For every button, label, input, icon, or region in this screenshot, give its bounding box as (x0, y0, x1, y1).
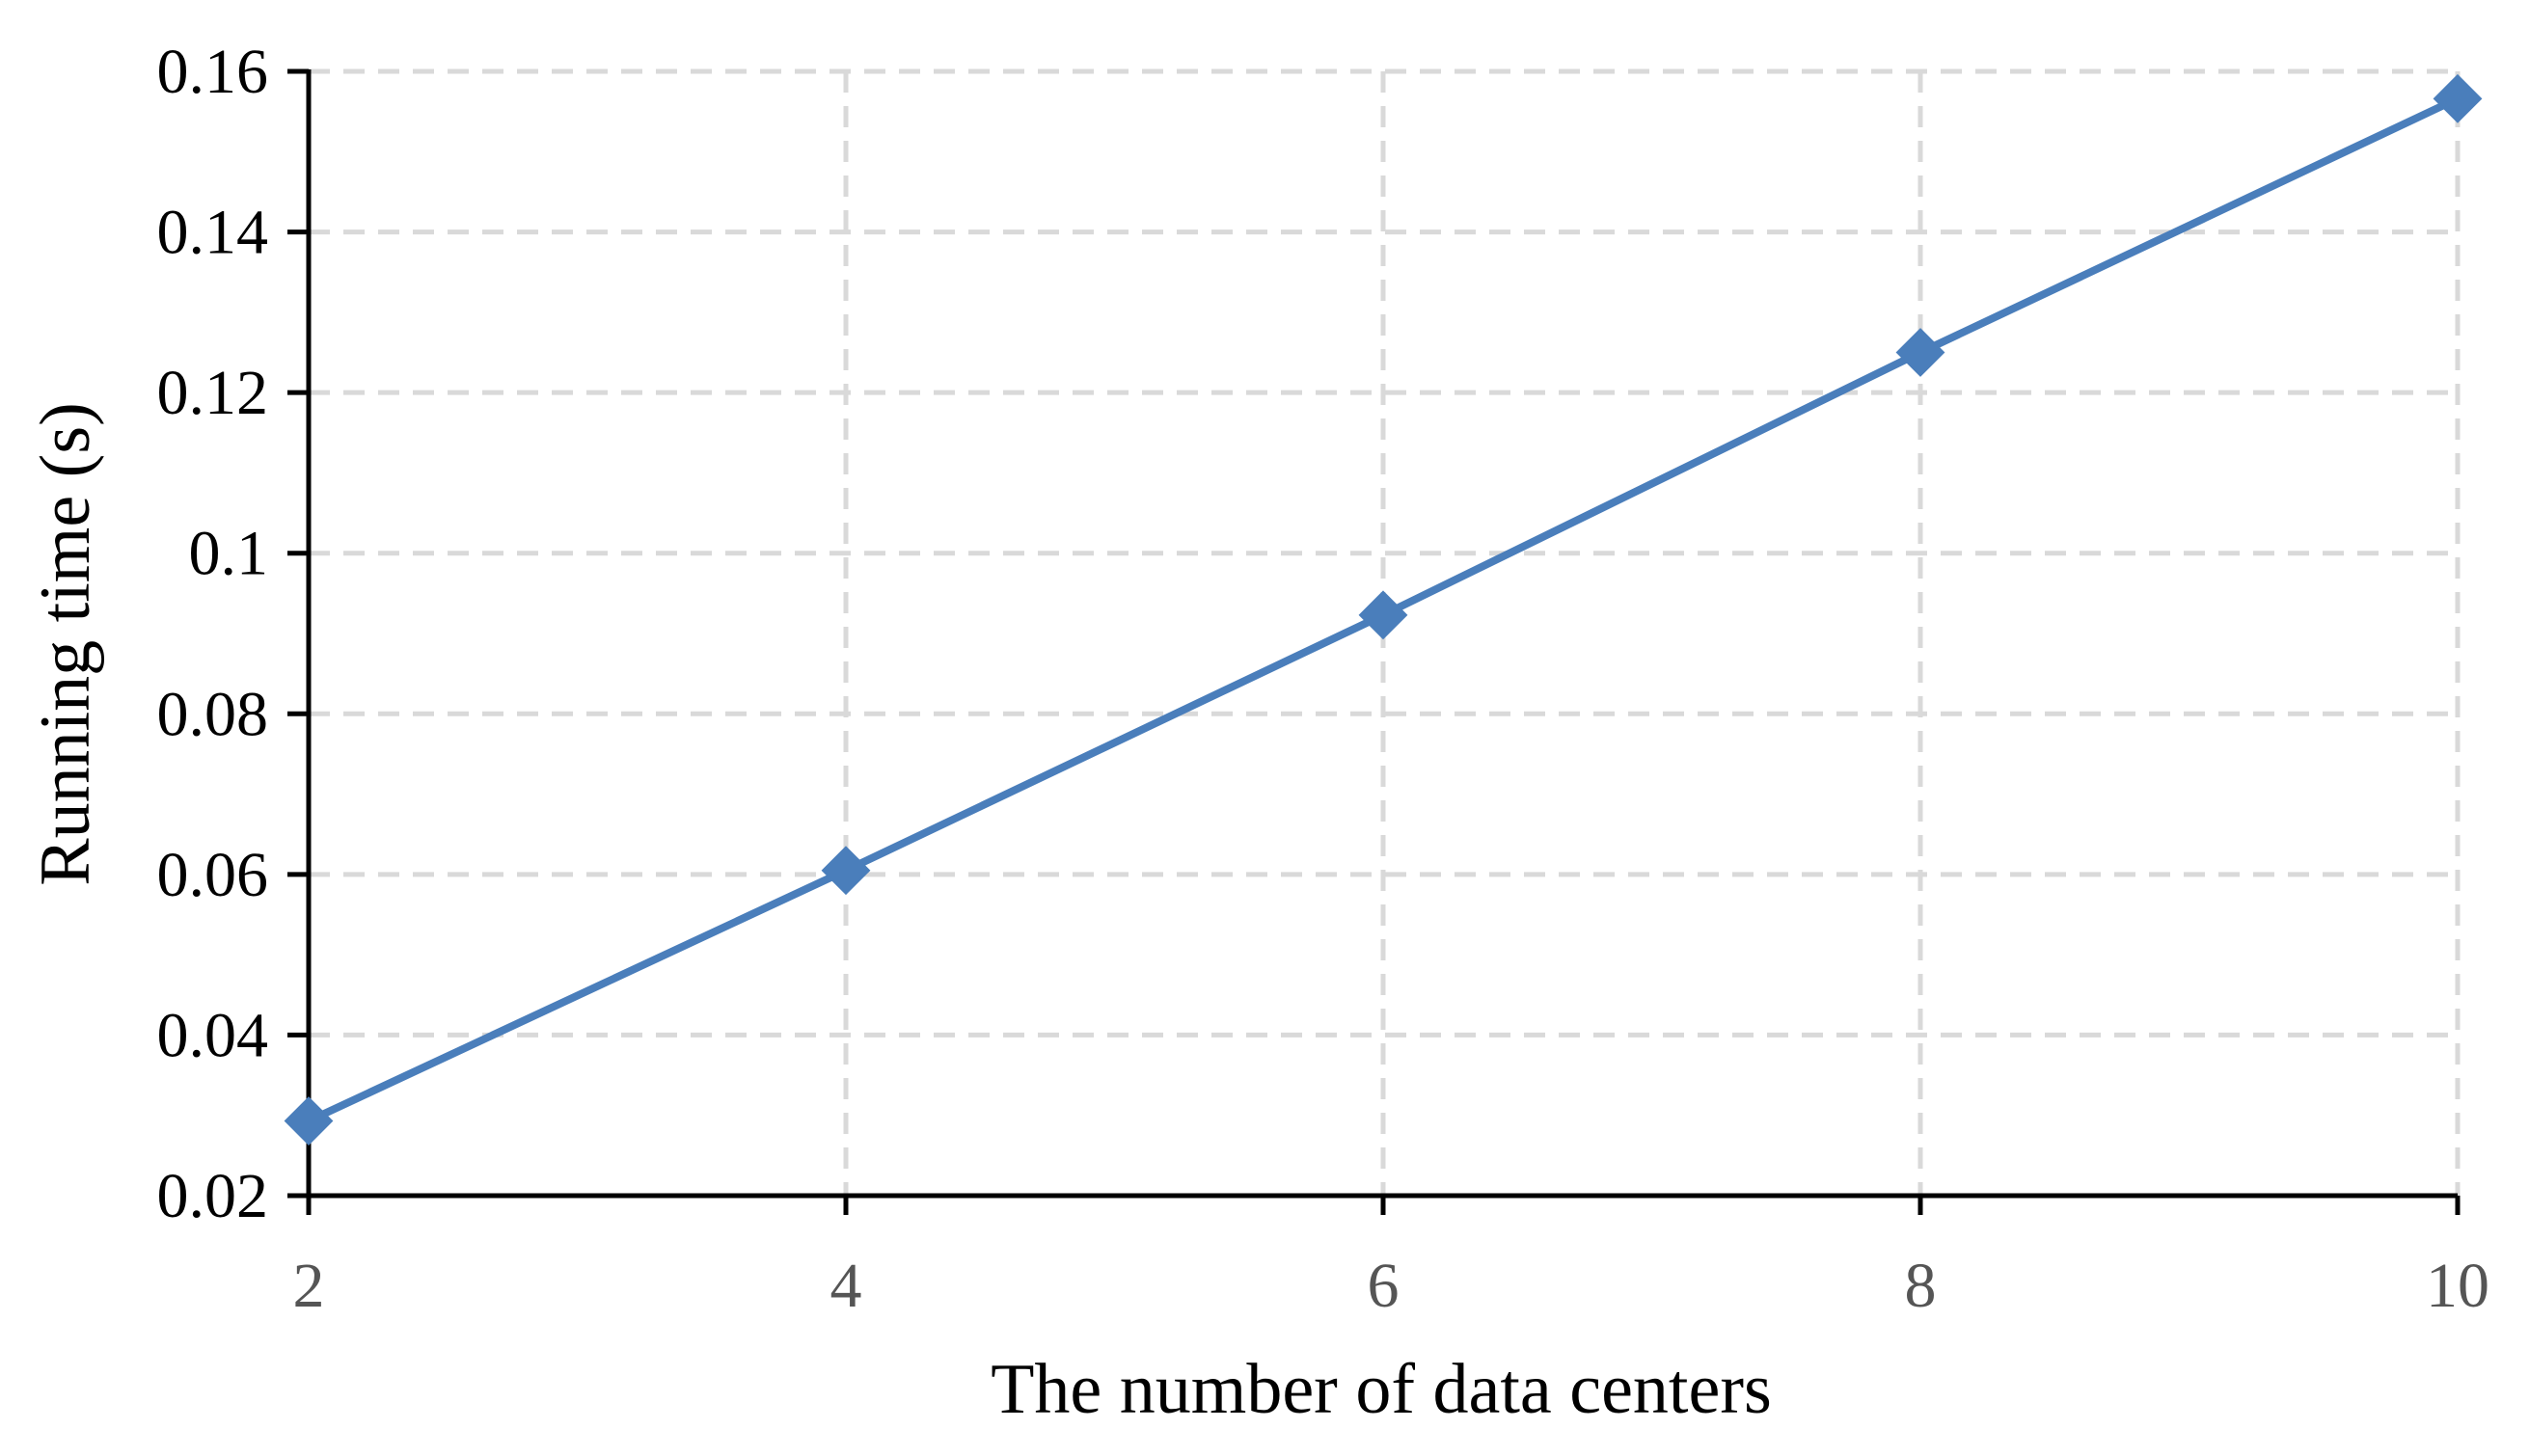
y-tick-label: 0.16 (157, 37, 269, 107)
data-point-marker (1358, 590, 1408, 640)
x-tick-label: 8 (1905, 1251, 1937, 1321)
grid-lines (309, 68, 2461, 1196)
data-point-marker (1895, 328, 1945, 377)
data-point-marker (284, 1096, 334, 1146)
x-tick-label: 4 (830, 1251, 862, 1321)
x-tick-labels: 2 4 6 8 10 (293, 1251, 2490, 1321)
y-tick-label: 0.12 (157, 358, 269, 428)
y-tick-label: 0.02 (157, 1161, 269, 1231)
y-tick-label: 0.1 (189, 519, 269, 589)
y-tick-label: 0.04 (157, 1000, 269, 1070)
data-point-marker (2433, 73, 2483, 123)
x-tick-label: 6 (1368, 1251, 1400, 1321)
y-tick-label: 0.14 (157, 198, 269, 268)
x-tick-label: 10 (2426, 1251, 2489, 1321)
y-tick-label: 0.06 (157, 840, 269, 910)
data-point-marker (821, 846, 871, 896)
x-tick-label: 2 (293, 1251, 325, 1321)
axes (287, 68, 2461, 1215)
y-axis-title: Running time (s) (26, 402, 105, 886)
y-tick-label: 0.08 (157, 679, 269, 749)
y-tick-labels: 0.02 0.04 0.06 0.08 0.1 0.12 0.14 0.16 (157, 37, 269, 1231)
x-axis-title: The number of data centers (991, 1350, 1772, 1429)
series-group (284, 73, 2483, 1146)
